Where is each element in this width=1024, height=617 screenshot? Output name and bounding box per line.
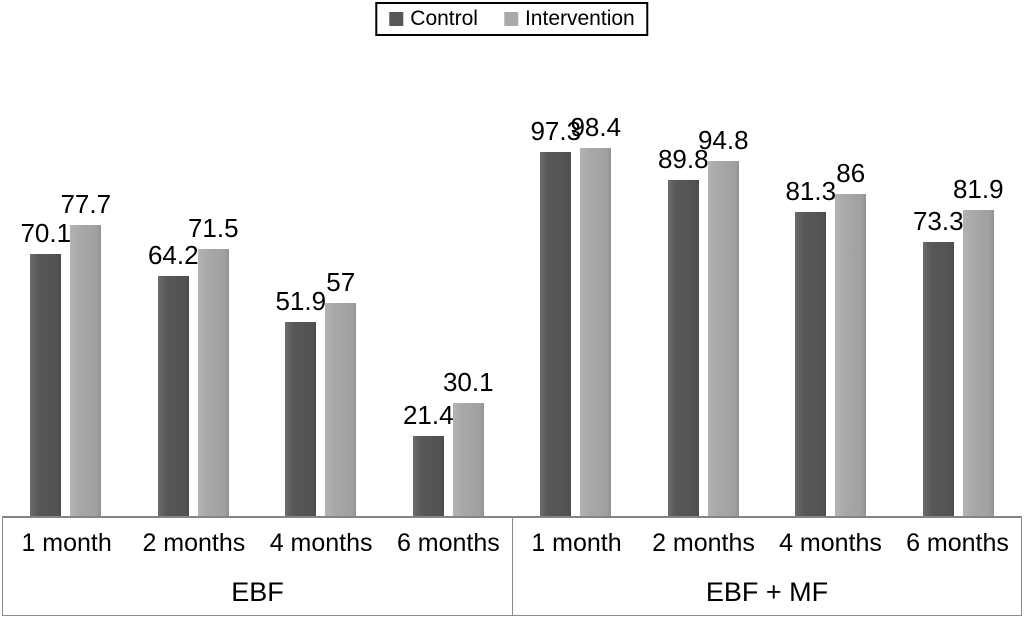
intervention-bar-value: 77.7 — [60, 189, 112, 220]
chart-legend: Control Intervention — [375, 2, 649, 37]
category-cell: 70.1 77.7 — [2, 0, 130, 516]
control-bar-value: 51.9 — [275, 285, 327, 316]
category-cell: 81.3 86 — [767, 0, 895, 516]
category-axis-box: 1 month 2 months 4 months 6 months EBF 1 mont… — [2, 516, 1022, 616]
intervention-swatch-icon — [503, 11, 518, 26]
intervention-bar-value: 30.1 — [442, 367, 494, 398]
control-bar-value: 97.3 — [530, 116, 582, 147]
month-labels-row: 1 month 2 months 4 months 6 months — [513, 518, 1021, 569]
bar-group-ebf: 70.1 77.7 64.2 71.5 51.9 57 21.4 30.1 — [2, 0, 512, 516]
control-bar-value: 73.3 — [912, 205, 964, 236]
control-bar: 97.3 — [530, 116, 581, 516]
bar-pair: 21.4 30.1 — [403, 367, 494, 516]
legend-label-control: Control — [410, 7, 478, 30]
intervention-bar: 81.9 — [953, 174, 1004, 516]
control-bar: 21.4 — [403, 400, 454, 516]
axis-half-ebf_mf: 1 month 2 months 4 months 6 months EBF + MF — [512, 518, 1021, 615]
intervention-bar: 86 — [835, 158, 867, 516]
bar-pair: 73.3 81.9 — [913, 174, 1004, 516]
control-bar-value: 89.8 — [657, 144, 709, 175]
intervention-bar: 94.8 — [698, 125, 749, 516]
intervention-bar-value: 94.8 — [697, 125, 749, 156]
legend-item-intervention: Intervention — [503, 7, 635, 30]
bar-pair: 51.9 57 — [275, 267, 357, 516]
category-cell: 89.8 94.8 — [640, 0, 768, 516]
control-bar: 64.2 — [148, 240, 199, 516]
category-cell: 51.9 57 — [257, 0, 385, 516]
bar-group-ebf_mf: 97.3 98.4 89.8 94.8 81.3 86 73.3 81.9 — [512, 0, 1022, 516]
intervention-bar-value: 98.4 — [570, 112, 622, 142]
intervention-bar-value: 81.9 — [952, 173, 1004, 204]
bar-pair: 97.3 98.4 — [530, 112, 621, 516]
control-bar: 70.1 — [20, 218, 71, 516]
month-tick-label: 2 months — [652, 529, 755, 557]
month-tick-label: 1 month — [21, 529, 112, 557]
control-bar-value: 64.2 — [147, 239, 199, 270]
month-tick-label: 6 months — [396, 529, 500, 557]
category-cell: 64.2 71.5 — [130, 0, 258, 516]
group-axis-label: EBF + MF — [705, 576, 829, 607]
month-labels-row: 1 month 2 months 4 months 6 months — [3, 518, 512, 569]
intervention-bar: 71.5 — [188, 213, 239, 516]
intervention-bar: 57 — [325, 267, 357, 516]
intervention-bar: 30.1 — [443, 367, 494, 516]
legend-label-intervention: Intervention — [524, 7, 635, 30]
bar-pair: 70.1 77.7 — [20, 189, 111, 516]
month-tick-label: 6 months — [906, 529, 1009, 557]
control-bar-value: 70.1 — [20, 217, 72, 248]
bar-pair: 89.8 94.8 — [658, 125, 749, 516]
intervention-bar: 98.4 — [570, 112, 621, 516]
control-bar: 81.3 — [785, 176, 836, 516]
control-swatch-icon — [389, 11, 404, 26]
intervention-bar-value: 86 — [836, 158, 866, 189]
control-bar: 73.3 — [913, 206, 964, 516]
month-tick-label: 1 month — [531, 529, 622, 557]
control-bar-value: 81.3 — [785, 175, 837, 206]
axis-half-ebf: 1 month 2 months 4 months 6 months EBF — [3, 518, 512, 615]
legend-item-control: Control — [389, 7, 478, 30]
group-axis-label: EBF — [231, 576, 284, 607]
category-cell: 97.3 98.4 — [512, 0, 640, 516]
month-tick-label: 4 months — [269, 529, 373, 557]
intervention-bar: 77.7 — [60, 189, 111, 516]
plot-area: 70.1 77.7 64.2 71.5 51.9 57 21.4 30.1 97.3 98.4 89… — [2, 0, 1022, 516]
bar-pair: 81.3 86 — [785, 158, 867, 516]
month-tick-label: 2 months — [142, 529, 246, 557]
control-bar: 51.9 — [275, 286, 326, 516]
intervention-bar-value: 71.5 — [187, 212, 239, 243]
category-cell: 21.4 30.1 — [385, 0, 513, 516]
bar-pair: 64.2 71.5 — [148, 213, 239, 516]
category-cell: 73.3 81.9 — [895, 0, 1023, 516]
control-bar-value: 21.4 — [402, 400, 454, 430]
month-tick-label: 4 months — [779, 529, 882, 557]
control-bar: 89.8 — [658, 144, 709, 516]
intervention-bar-value: 57 — [326, 266, 356, 297]
